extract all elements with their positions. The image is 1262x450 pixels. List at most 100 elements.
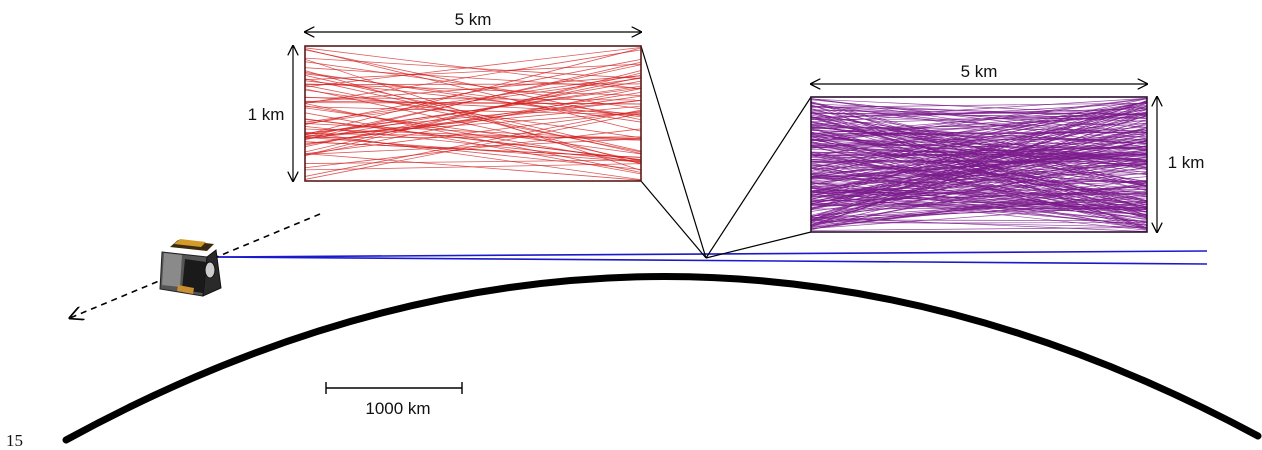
left-ray-line	[305, 113, 641, 180]
left-ray-box: 5 km 1 km	[248, 10, 646, 181]
left-ray-line	[305, 78, 641, 154]
left-ray-line	[305, 89, 641, 139]
left-ray-line	[305, 49, 641, 104]
right-ray-line	[811, 143, 1147, 150]
right-ray-line	[811, 200, 1147, 224]
left-ray-line	[305, 58, 641, 171]
left-ray-line	[305, 153, 641, 181]
left-width-label: 5 km	[455, 10, 492, 29]
line-of-sight-group	[213, 250, 1208, 265]
right-ray-line	[811, 132, 1147, 202]
leader-lines	[640, 45, 812, 259]
left-ray-line	[305, 103, 641, 173]
right-ray-line	[811, 149, 1147, 156]
right-ray-line	[811, 145, 1147, 226]
right-ray-line	[811, 191, 1147, 226]
right-ray-line	[811, 112, 1147, 183]
right-ray-line	[811, 97, 1147, 120]
earth-limb	[62, 273, 1262, 444]
right-width-label: 5 km	[961, 62, 998, 81]
right-ray-line	[811, 141, 1147, 213]
left-height-label: 1 km	[248, 105, 285, 124]
satellite-icon	[159, 239, 222, 297]
left-ray-line	[305, 132, 641, 139]
right-ray-line	[811, 117, 1147, 120]
right-ray-line	[811, 100, 1147, 197]
right-ray-line	[811, 124, 1147, 151]
right-ray-line	[811, 119, 1147, 168]
right-ray-line	[811, 192, 1147, 196]
right-ray-line	[811, 129, 1147, 221]
left-box-border	[304, 45, 642, 182]
right-ray-lines	[811, 97, 1147, 232]
right-ray-line	[811, 196, 1147, 219]
right-ray-line	[811, 176, 1147, 206]
left-ray-line	[305, 128, 641, 141]
right-ray-line	[811, 109, 1147, 168]
left-ray-line	[305, 64, 641, 138]
scale-bar: 1000 km	[325, 382, 463, 418]
line-of-sight-lower	[213, 256, 1208, 265]
right-ray-line	[811, 124, 1147, 191]
line-of-sight-upper	[213, 250, 1208, 258]
right-ray-line	[811, 101, 1147, 157]
right-ray-line	[811, 191, 1147, 223]
left-ray-line	[305, 47, 641, 136]
left-ray-line	[305, 100, 641, 105]
left-ray-line	[305, 63, 641, 81]
left-ray-line	[305, 70, 641, 165]
right-height-label: 1 km	[1168, 153, 1205, 172]
left-ray-line	[305, 85, 641, 136]
left-ray-line	[305, 67, 641, 89]
right-ray-line	[811, 113, 1147, 210]
right-ray-line	[811, 135, 1147, 182]
right-ray-line	[811, 102, 1147, 108]
right-ray-line	[811, 101, 1147, 172]
left-ray-line	[305, 83, 641, 85]
right-ray-line	[811, 136, 1147, 219]
right-ray-line	[811, 162, 1147, 221]
right-ray-line	[811, 150, 1147, 182]
page-number: 15	[6, 431, 23, 450]
left-ray-line	[305, 88, 641, 162]
right-ray-line	[811, 100, 1147, 221]
left-ray-line	[305, 46, 641, 88]
left-ray-line	[305, 128, 641, 169]
right-ray-line	[811, 142, 1147, 146]
left-ray-line	[305, 159, 641, 164]
left-ray-lines	[305, 46, 641, 181]
right-ray-line	[811, 106, 1147, 116]
left-ray-line	[305, 77, 641, 148]
right-ray-line	[811, 125, 1147, 169]
right-box-border	[810, 96, 1148, 233]
right-ray-line	[811, 114, 1147, 226]
right-ray-line	[811, 163, 1147, 183]
right-ray-line	[811, 98, 1147, 139]
left-ray-line	[305, 111, 641, 137]
right-ray-line	[811, 227, 1147, 231]
left-ray-line	[305, 99, 641, 134]
right-ray-line	[811, 219, 1147, 222]
right-ray-line	[811, 145, 1147, 157]
left-ray-line	[305, 72, 641, 123]
right-ray-line	[811, 106, 1147, 198]
right-ray-line	[811, 153, 1147, 178]
right-ray-line	[811, 106, 1147, 135]
right-ray-line	[811, 164, 1147, 231]
right-ray-line	[811, 155, 1147, 218]
left-ray-line	[305, 61, 641, 110]
right-ray-line	[811, 137, 1147, 200]
right-ray-line	[811, 153, 1147, 174]
left-ray-line	[305, 105, 641, 138]
left-ray-line	[305, 75, 641, 123]
right-ray-box: 5 km 1 km	[806, 62, 1204, 232]
left-ray-line	[305, 88, 641, 157]
scale-bar-label: 1000 km	[365, 399, 430, 418]
right-ray-line	[811, 134, 1147, 176]
right-ray-line	[811, 113, 1147, 142]
left-ray-line	[305, 48, 641, 132]
right-ray-line	[811, 145, 1147, 155]
right-ray-line	[811, 220, 1147, 228]
